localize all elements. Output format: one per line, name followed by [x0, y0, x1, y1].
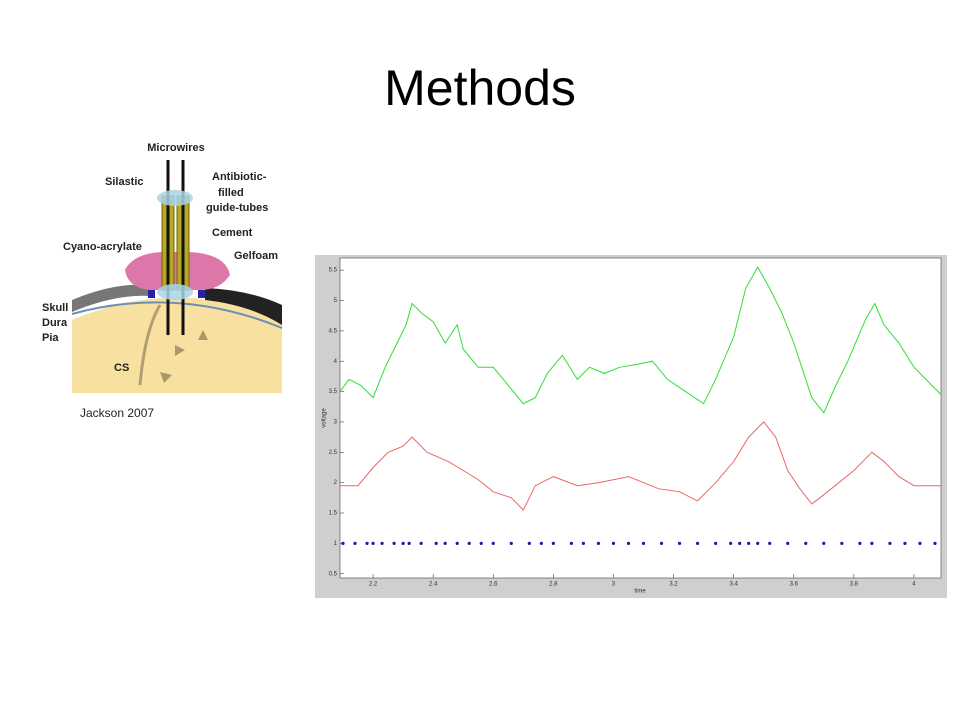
data-point: [840, 541, 844, 545]
silastic: [157, 190, 193, 206]
data-point: [419, 541, 423, 545]
data-point: [380, 541, 384, 545]
data-point: [677, 541, 682, 545]
label: Antibiotic-: [212, 171, 267, 183]
x-tick-label: 3: [612, 582, 616, 588]
cyano-acrylate: [198, 290, 205, 298]
data-point: [870, 541, 874, 545]
data-point: [918, 541, 922, 545]
dura: [71, 301, 283, 329]
y-tick-label: 3: [334, 420, 338, 426]
data-point: [933, 541, 937, 545]
y-tick-label: 4.5: [329, 328, 338, 334]
label: Cement: [212, 227, 253, 239]
label: Silastic: [105, 176, 144, 188]
data-point: [527, 541, 531, 545]
data-point: [641, 541, 646, 545]
y-tick-label: 2: [334, 480, 338, 486]
data-point: [659, 541, 664, 545]
x-tick-label: 3.8: [850, 582, 859, 588]
data-point: [714, 541, 718, 545]
label: Skull: [42, 302, 68, 314]
data-line: [340, 421, 941, 511]
data-point: [596, 541, 601, 545]
x-tick-label: 2.4: [429, 582, 438, 588]
data-point: [804, 541, 808, 545]
data-point: [401, 541, 405, 545]
cyano-acrylate: [148, 290, 155, 298]
data-point: [434, 541, 438, 545]
label: CS: [114, 362, 129, 374]
data-point: [371, 541, 375, 545]
slide-title: Methods: [384, 60, 576, 116]
skull-left: [72, 284, 150, 312]
label: Pia: [42, 332, 59, 344]
data-point: [768, 541, 772, 545]
data-point: [341, 541, 345, 545]
x-tick-label: 2.8: [549, 582, 558, 588]
data-point: [786, 541, 790, 545]
label: Gelfoam: [234, 250, 278, 262]
data-point: [365, 541, 369, 545]
x-tick-label: 3.2: [669, 582, 678, 588]
data-point: [611, 541, 616, 545]
data-point: [738, 541, 742, 545]
y-tick-label: 4: [334, 359, 338, 365]
y-tick-label: 1: [334, 541, 338, 547]
data-point: [626, 541, 631, 545]
data-point: [569, 541, 573, 545]
data-point: [407, 541, 411, 545]
y-tick-label: 3.5: [329, 389, 338, 395]
data-point: [443, 541, 447, 545]
data-point: [729, 541, 733, 545]
data-point: [467, 541, 471, 545]
caption: Jackson 2007: [80, 406, 154, 420]
x-tick-label: 4: [912, 582, 916, 588]
data-point: [479, 541, 483, 545]
x-tick-label: 2.2: [369, 582, 378, 588]
data-point: [455, 541, 459, 545]
data-point: [491, 541, 495, 545]
data-point: [888, 541, 892, 545]
data-point: [903, 541, 907, 545]
data-point: [747, 541, 751, 545]
data-point: [858, 541, 862, 545]
label: Microwires: [147, 142, 204, 154]
plot-area: [339, 257, 942, 579]
y-tick-label: 0.5: [329, 571, 338, 577]
arrows: [160, 330, 208, 383]
brain: [72, 297, 282, 393]
data-point: [353, 541, 357, 545]
data-point: [581, 541, 586, 545]
y-tick-label: 5: [334, 298, 338, 304]
label: guide-tubes: [206, 202, 268, 214]
data-point: [509, 541, 513, 545]
y-axis-label: voltage: [322, 408, 328, 428]
label: Cyano-acrylate: [63, 241, 142, 253]
data-point: [551, 541, 555, 545]
diagram: Microwires Silastic Antibiotic- filled g…: [42, 140, 283, 393]
skull-right: [205, 288, 282, 325]
x-tick-label: 2.6: [489, 582, 498, 588]
x-tick-label: 3.4: [729, 582, 738, 588]
label: filled: [218, 187, 244, 199]
data-point: [695, 541, 700, 545]
data-line: [339, 266, 942, 414]
cs-sulcus: [138, 304, 162, 386]
data-point: [392, 541, 396, 545]
x-axis-label: time: [634, 589, 646, 595]
silastic: [157, 284, 193, 300]
label: Dura: [42, 317, 68, 329]
y-tick-label: 5.5: [329, 268, 338, 274]
data-point: [756, 541, 760, 545]
x-tick-label: 3.6: [790, 582, 799, 588]
y-tick-label: 2.5: [329, 450, 338, 456]
data-point: [539, 541, 543, 545]
y-tick-label: 1.5: [329, 511, 338, 517]
data-point: [822, 541, 826, 545]
